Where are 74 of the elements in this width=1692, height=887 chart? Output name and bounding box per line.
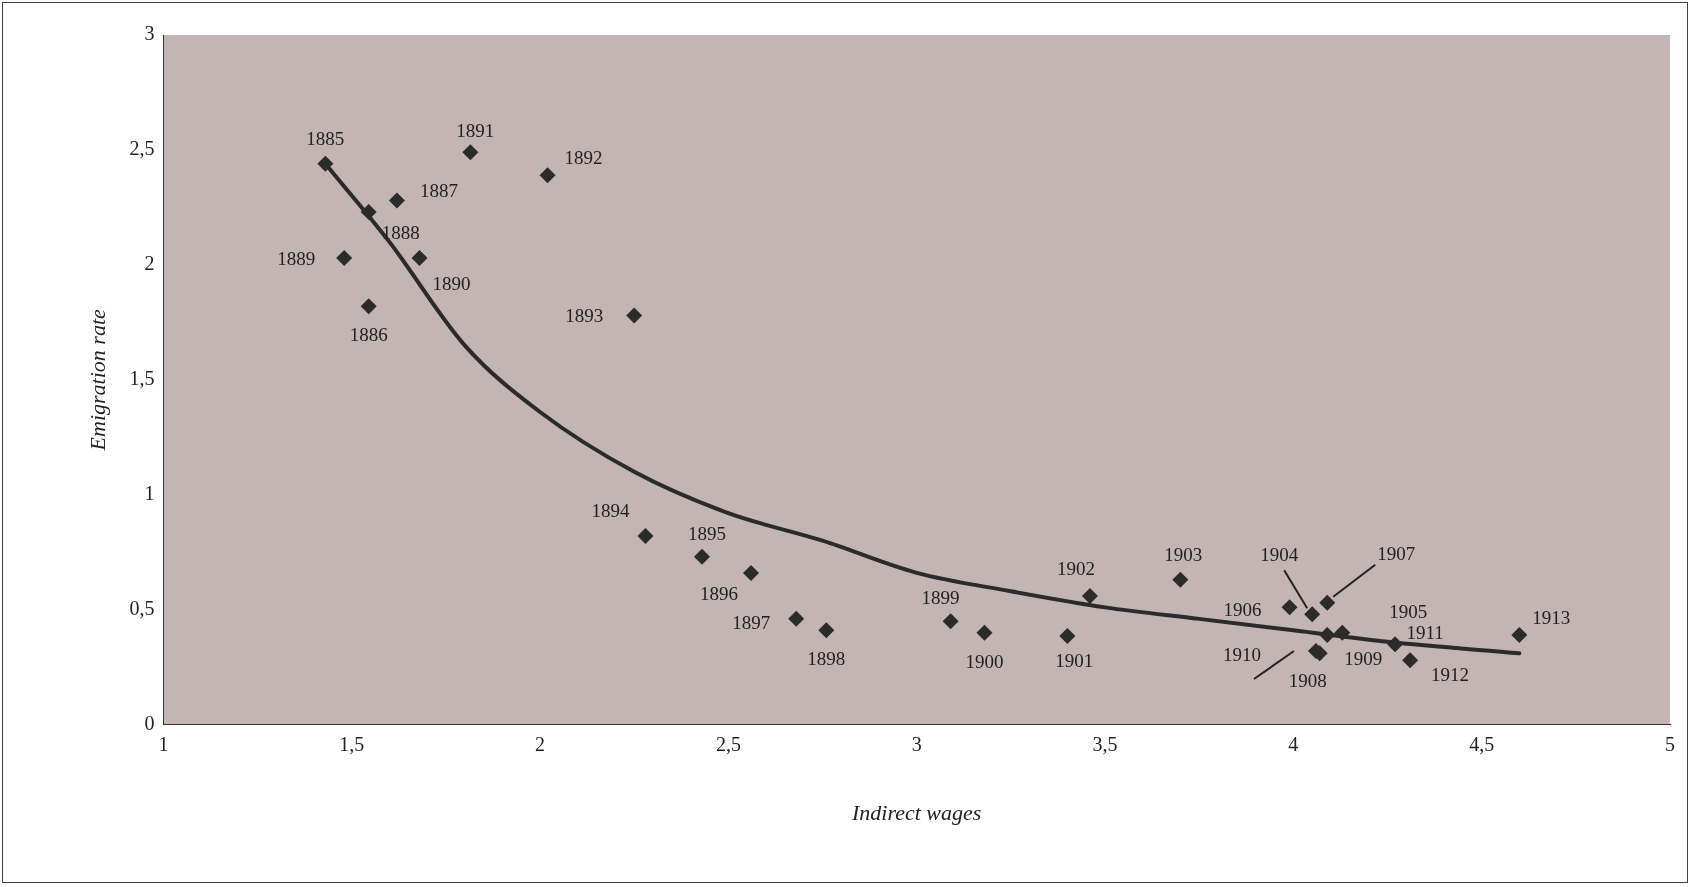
- point: [976, 624, 993, 641]
- annotation: 1899: [921, 587, 960, 609]
- y-tick-label: 2,5: [129, 137, 155, 160]
- point: [539, 167, 556, 184]
- point: [411, 249, 428, 266]
- annotation: 1904: [1260, 544, 1299, 566]
- y-tick-label: 0,5: [129, 596, 155, 619]
- point: [637, 528, 654, 545]
- point: [694, 548, 711, 565]
- annotation: 1892: [564, 147, 603, 169]
- annotation: 1885: [306, 127, 345, 149]
- x-tick-label: 3: [911, 732, 922, 755]
- annotation: 1887: [419, 180, 458, 202]
- point: [942, 613, 959, 630]
- point: [1319, 626, 1336, 643]
- x-tick-label: 1,5: [339, 732, 365, 755]
- annotation: 1902: [1056, 557, 1095, 579]
- annotation: 1896: [699, 582, 738, 604]
- annotation: 1888: [381, 221, 420, 243]
- x-tick-label: 3,5: [1092, 732, 1118, 755]
- annotation: 1893: [565, 305, 604, 327]
- annotation: 1907: [1377, 542, 1416, 564]
- y-tick-label: 0: [144, 711, 155, 734]
- y-tick-label: 1,5: [129, 367, 155, 390]
- annotation: 1912: [1431, 664, 1470, 686]
- annotation: 1901: [1055, 650, 1094, 672]
- annotation: 1911: [1406, 622, 1444, 644]
- annotation: 1909: [1344, 647, 1383, 669]
- annotation: 1886: [349, 324, 388, 346]
- annotation: 1897: [732, 611, 771, 633]
- point: [1172, 571, 1189, 588]
- annotation: 1906: [1223, 599, 1262, 621]
- annotation: 1890: [432, 272, 471, 294]
- annotation: 1905: [1389, 600, 1428, 622]
- x-tick-label: 1: [158, 732, 169, 755]
- point: [1387, 636, 1404, 653]
- point: [1334, 624, 1351, 641]
- point: [388, 192, 405, 209]
- annotation: 1891: [456, 120, 495, 142]
- annotation: 1894: [591, 500, 631, 522]
- point: [1281, 599, 1298, 616]
- point: [336, 249, 353, 266]
- annotation: 1889: [277, 247, 316, 269]
- point: [360, 204, 377, 220]
- annotation: 1895: [688, 522, 727, 544]
- y-tick-label: 1: [144, 481, 155, 504]
- y-tick-label: 3: [144, 22, 155, 45]
- x-tick-label: 4,5: [1469, 732, 1495, 755]
- x-tick-label: 2,5: [715, 732, 741, 755]
- point: [462, 144, 479, 161]
- point: [1081, 587, 1098, 604]
- point: [1319, 594, 1336, 611]
- y-tick-label: 2: [144, 252, 155, 275]
- annotation: 1910: [1222, 644, 1261, 666]
- annotation: 1903: [1164, 543, 1203, 565]
- point: [1511, 626, 1528, 643]
- annotation: 1900: [965, 650, 1004, 672]
- point: [1059, 628, 1076, 645]
- point: [626, 307, 643, 324]
- y-axis-title: Emigration rate: [84, 308, 110, 452]
- x-tick-label: 2: [535, 732, 546, 755]
- point: [360, 298, 377, 315]
- annotation: 1898: [807, 648, 846, 670]
- point: [1402, 652, 1419, 669]
- point: [818, 622, 835, 639]
- point: [788, 610, 805, 627]
- annotation: 1908: [1288, 670, 1327, 692]
- annotation: 1913: [1532, 606, 1571, 628]
- point: [742, 564, 759, 581]
- point: [317, 155, 334, 172]
- x-axis-title: Indirect wages: [851, 799, 982, 825]
- x-tick-label: 5: [1665, 732, 1675, 755]
- point: [1304, 606, 1321, 623]
- x-tick-label: 4: [1288, 732, 1299, 755]
